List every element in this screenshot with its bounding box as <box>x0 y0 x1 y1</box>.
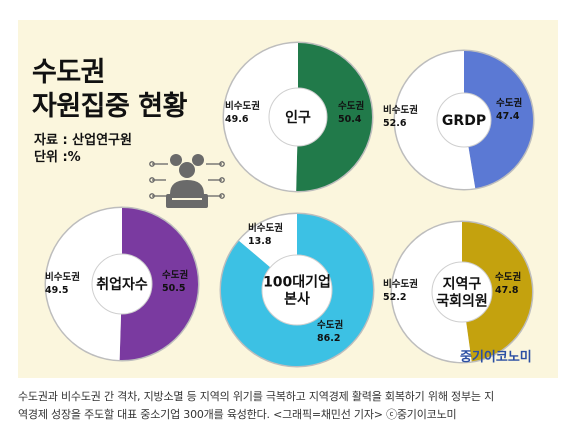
caption-line-1: 수도권과 비수도권 간 격차, 지방소멸 등 지역의 위기를 극복하고 지역경제… <box>18 390 495 403</box>
donut-slice-capital <box>221 214 373 366</box>
donut-chart-1: 인구 수도권 50.4 비수도권 49.6 <box>222 41 374 193</box>
donut-center-label: 취업자수 <box>96 277 148 293</box>
donut-chart-3: 취업자수 수도권 50.5 비수도권 49.5 <box>44 206 200 362</box>
donut-slice-capital <box>296 43 372 191</box>
donut-slice-capital <box>464 51 533 189</box>
donut-slice-capital <box>462 222 532 362</box>
donut-hole <box>261 254 333 326</box>
donut-hole <box>268 87 328 147</box>
slice-name-label: 비수도권 <box>248 222 283 234</box>
photo-caption: 수도권과 비수도권 간 격차, 지방소멸 등 지역의 위기를 극복하고 지역경제… <box>0 382 570 440</box>
title-line-2: 자원집중 현황 <box>32 91 187 122</box>
donut-hole <box>91 253 153 315</box>
donut-center-label: 100대기업 <box>263 275 331 291</box>
donut-hole <box>436 92 492 148</box>
slice-value-label: 52.6 <box>383 118 407 129</box>
donut-center-label: 지역구 <box>443 276 482 293</box>
unit-line: 단위 :% <box>34 150 81 165</box>
slice-name-label: 비수도권 <box>45 271 80 283</box>
slice-name-label: 수도권 <box>338 100 364 112</box>
people-network-icon <box>149 154 225 208</box>
slice-name-label: 수도권 <box>317 319 343 331</box>
slice-value-label: 52.2 <box>383 292 406 303</box>
slice-name-label: 비수도권 <box>225 100 260 112</box>
title-line-1: 수도권 <box>32 57 106 88</box>
donut-center-label: 국회의원 <box>436 293 488 310</box>
slice-value-label: 49.6 <box>225 114 249 125</box>
brand-logo: 중기이코노미 <box>460 350 532 365</box>
source-note: 자료 : 산업연구원 단위 :% <box>34 132 132 166</box>
slice-value-label: 50.5 <box>162 283 185 294</box>
slice-name-label: 비수도권 <box>383 278 418 290</box>
slice-name-label: 수도권 <box>162 269 188 281</box>
donut-center-label: 본사 <box>284 292 310 308</box>
slice-value-label: 13.8 <box>248 236 272 247</box>
slice-value-label: 50.4 <box>338 114 362 125</box>
caption-line-2: 역경제 성장을 주도할 대표 중소기업 300개를 육성한다. <그래픽=채민선… <box>18 408 457 421</box>
donut-slice-non-capital <box>394 51 476 189</box>
donut-center-label: 인구 <box>285 109 311 126</box>
donut-slice-non-capital <box>224 43 298 191</box>
page-title: 수도권 자원집중 현황 <box>32 56 187 124</box>
donut-slice-non-capital <box>46 208 122 360</box>
slice-name-label: 수도권 <box>495 271 521 283</box>
donut-center-label: GRDP <box>442 113 486 129</box>
donut-slice-non-capital <box>239 214 297 268</box>
donut-slice-capital <box>119 208 199 360</box>
slice-value-label: 86.2 <box>317 333 340 344</box>
slice-value-label: 47.4 <box>496 111 520 122</box>
slice-value-label: 47.8 <box>495 285 519 296</box>
donut-hole <box>431 261 493 323</box>
source-line: 자료 : 산업연구원 <box>34 133 132 148</box>
slice-name-label: 수도권 <box>496 97 522 109</box>
slice-value-label: 49.5 <box>45 285 68 296</box>
slice-name-label: 비수도권 <box>383 104 418 116</box>
donut-chart-2: GRDP 수도권 47.4 비수도권 52.6 <box>383 49 535 191</box>
